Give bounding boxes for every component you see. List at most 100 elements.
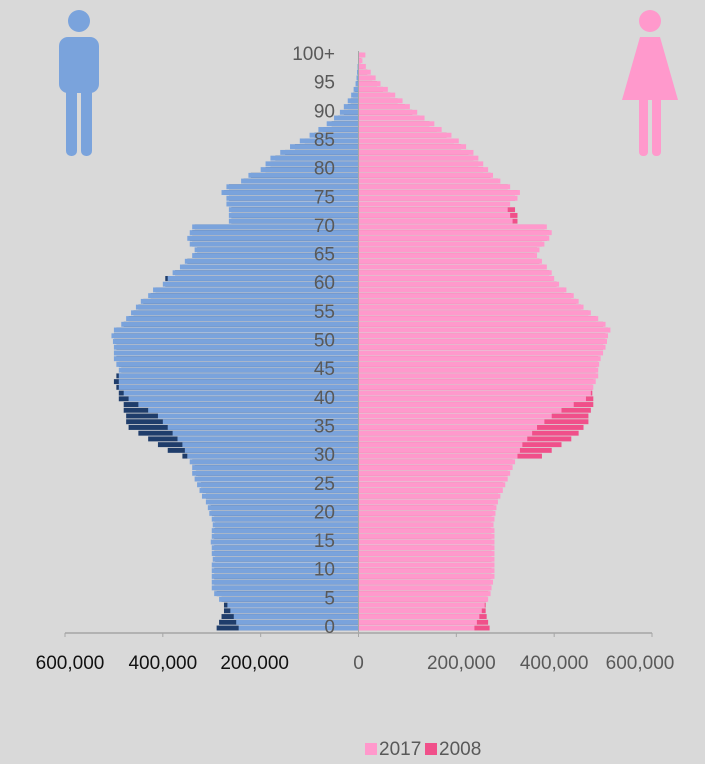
bar <box>358 149 474 155</box>
bar <box>358 539 495 545</box>
y-tick-label: 85 <box>314 130 335 151</box>
bar <box>238 625 359 631</box>
bar <box>228 212 359 218</box>
bar <box>187 453 359 459</box>
bar <box>309 132 359 138</box>
bar <box>358 327 611 333</box>
bar <box>358 591 491 597</box>
y-tick-label: 30 <box>314 445 335 466</box>
bar <box>184 447 359 453</box>
bar <box>318 127 359 132</box>
bar <box>326 121 359 127</box>
bar <box>358 235 550 241</box>
bar <box>358 573 495 579</box>
bar <box>241 178 359 184</box>
bar <box>118 373 359 379</box>
bar <box>358 390 591 396</box>
bar <box>358 144 467 150</box>
bar <box>358 304 584 310</box>
bar <box>358 436 528 442</box>
bar <box>358 190 520 195</box>
bar <box>358 562 495 568</box>
bar <box>118 379 359 385</box>
bar <box>358 579 494 585</box>
bar <box>260 167 359 173</box>
x-tick-label: 0 <box>353 653 364 674</box>
bar <box>358 361 600 367</box>
bar <box>358 339 607 344</box>
bar <box>358 453 518 459</box>
bar <box>358 499 498 505</box>
bar <box>182 442 359 448</box>
bar <box>113 350 359 356</box>
bar <box>162 281 359 287</box>
y-tick-label: 80 <box>314 159 335 180</box>
bar <box>121 321 359 327</box>
bar <box>358 270 552 276</box>
x-tick-label: 600,000 <box>36 653 105 674</box>
bar <box>167 424 359 430</box>
bar <box>265 161 359 167</box>
bar <box>358 167 489 173</box>
bar <box>358 533 495 539</box>
bar <box>214 591 359 597</box>
bar <box>358 465 513 471</box>
bar <box>358 75 376 81</box>
bar <box>358 333 608 339</box>
bar <box>358 241 545 247</box>
y-tick-label: 25 <box>314 474 335 495</box>
bar <box>358 367 599 373</box>
bar <box>211 551 359 556</box>
bar <box>358 127 442 132</box>
bar <box>179 264 359 270</box>
x-tick-label: 600,000 <box>606 653 675 674</box>
y-tick-label: 55 <box>314 302 335 323</box>
bar <box>123 390 359 396</box>
x-tick-label: 200,000 <box>427 653 496 674</box>
bar <box>358 522 494 528</box>
bar <box>358 476 508 482</box>
bar <box>358 212 511 218</box>
bar <box>358 419 545 425</box>
bar <box>358 608 482 614</box>
bar <box>358 430 533 436</box>
bar <box>209 510 359 516</box>
bar <box>358 396 586 402</box>
bar <box>153 287 359 293</box>
bar <box>358 115 425 121</box>
bar <box>358 551 495 556</box>
bar <box>280 149 359 155</box>
y-tick-label: 40 <box>314 388 335 409</box>
legend-label: 2017 <box>379 739 421 760</box>
bar <box>211 545 359 551</box>
bar <box>116 361 359 367</box>
bar <box>358 161 484 167</box>
bar <box>189 241 359 247</box>
bar <box>148 407 359 413</box>
bar <box>358 356 601 362</box>
bar <box>358 58 363 64</box>
y-tick-label: 60 <box>314 273 335 294</box>
y-tick-label: 65 <box>314 245 335 266</box>
bar <box>358 287 567 293</box>
bar <box>201 493 359 499</box>
bar <box>172 430 359 436</box>
bar <box>233 614 359 620</box>
bar <box>358 281 560 287</box>
bar <box>358 505 497 511</box>
bar <box>248 172 359 178</box>
bar <box>358 264 547 270</box>
bar <box>358 69 371 75</box>
bar <box>358 625 475 631</box>
y-tick-label: 10 <box>314 560 335 581</box>
bar <box>128 396 359 402</box>
bar <box>192 465 359 471</box>
y-tick-label: 50 <box>314 331 335 352</box>
y-tick-label: 5 <box>324 588 335 609</box>
bar <box>358 528 495 534</box>
bar <box>112 339 359 344</box>
bar <box>131 310 359 316</box>
bar <box>118 367 359 373</box>
bar <box>148 293 359 299</box>
bar <box>194 247 359 253</box>
